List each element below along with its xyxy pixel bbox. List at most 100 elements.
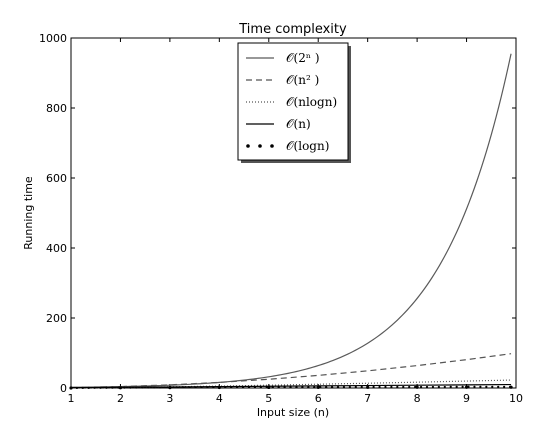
trail-dot — [473, 385, 476, 388]
trail-dot — [461, 385, 464, 388]
trail-dot — [75, 386, 79, 390]
trail-dot — [336, 385, 340, 389]
y-tick-label: 800 — [46, 102, 67, 115]
legend-box — [237, 42, 349, 161]
trail-dot — [342, 385, 346, 389]
legend-swatch-dot — [246, 144, 250, 148]
trail-dot — [158, 386, 162, 389]
trail-dot — [354, 385, 357, 389]
x-tick-label: 10 — [509, 392, 523, 405]
trail-dot — [503, 385, 506, 388]
trail-dot — [443, 385, 446, 389]
data-point — [168, 386, 172, 390]
trail-dot — [319, 385, 322, 389]
x-tick-label: 6 — [315, 392, 322, 405]
trail-dot — [188, 386, 191, 389]
trail-dot — [247, 386, 251, 389]
plot-area: 1 2 3 4 5 6 7 8 9 10 0 200 400 600 800 1000 — [39, 32, 523, 405]
trail-dot — [289, 386, 292, 389]
trail-dot — [307, 386, 310, 389]
trail-dot — [437, 385, 440, 389]
y-tick-label: 0 — [60, 382, 67, 395]
trail-dot — [236, 386, 239, 389]
y-tick-label: 400 — [46, 242, 67, 255]
trail-dot — [152, 386, 156, 389]
trail-dot — [313, 386, 316, 389]
trail-dot — [147, 386, 150, 389]
trail-dot — [325, 385, 328, 389]
trail-dot — [135, 386, 138, 389]
trail-dot — [123, 386, 126, 389]
x-tick-label: 5 — [265, 392, 272, 405]
legend-swatch-dot — [258, 144, 262, 148]
trail-dot — [253, 386, 257, 389]
trail-dot — [497, 385, 500, 388]
trail-dot — [111, 386, 114, 389]
y-axis-label: Running time — [22, 176, 35, 250]
x-tick-label: 7 — [364, 392, 371, 405]
y-tick-label: 600 — [46, 172, 67, 185]
trail-dot — [508, 385, 512, 388]
x-tick-label: 4 — [216, 392, 223, 405]
trail-dot — [265, 386, 268, 389]
legend: 𝒪(2ⁿ ) 𝒪(n² ) 𝒪(nlogn) 𝒪(n) 𝒪(logn) — [237, 42, 351, 163]
series-line-3 — [70, 383, 512, 389]
trail-dot — [93, 386, 96, 389]
x-tick-label: 8 — [414, 392, 421, 405]
trail-dot — [259, 386, 262, 389]
y-tick-label: 200 — [46, 312, 67, 325]
legend-label: 𝒪(nlogn) — [286, 95, 337, 109]
data-point — [267, 385, 271, 390]
axes-frame — [70, 37, 517, 389]
trail-dot — [408, 385, 411, 389]
trail-dot — [105, 386, 108, 389]
trail-dot — [241, 386, 245, 389]
trail-dot — [449, 385, 452, 389]
trail-dot — [200, 386, 203, 389]
trail-dot — [366, 385, 369, 389]
trail-dot — [99, 386, 102, 389]
trail-dot — [479, 385, 482, 388]
legend-label: 𝒪(logn) — [286, 139, 329, 153]
trail-dot — [182, 386, 185, 389]
x-tick-label: 9 — [463, 392, 470, 405]
y-tick-label: 1000 — [39, 32, 67, 45]
x-axis-label: Input size (n) — [257, 406, 329, 419]
series-line-2 — [70, 379, 512, 389]
trail-dot — [141, 386, 144, 389]
trail-dot — [218, 386, 221, 389]
trail-dot — [164, 386, 168, 389]
x-tick-label: 3 — [166, 392, 173, 405]
trail-dot — [230, 386, 233, 389]
chart-title: Time complexity — [238, 22, 347, 37]
trail-dot — [117, 386, 120, 389]
data-point — [415, 385, 419, 389]
trail-dot — [414, 385, 417, 389]
x-tick-label: 1 — [68, 392, 75, 405]
data-point — [464, 385, 469, 389]
trail-dot — [330, 385, 334, 389]
trail-dot — [81, 386, 84, 389]
trail-dot — [206, 386, 209, 389]
trail-dot — [425, 385, 429, 389]
trail-dot — [419, 385, 423, 389]
trail-dot — [212, 386, 215, 389]
legend-label: 𝒪(n) — [286, 117, 311, 131]
trail-dot — [491, 385, 494, 388]
trail-dot — [378, 385, 381, 389]
series-line-1 — [70, 353, 512, 389]
legend-swatch-dot — [270, 144, 274, 148]
trail-dot — [277, 386, 280, 389]
trail-dot — [455, 385, 458, 389]
trail-dot — [176, 386, 179, 389]
trail-dot — [348, 385, 351, 389]
trail-dot — [170, 386, 173, 389]
legend-label: 𝒪(n² ) — [286, 73, 319, 87]
trail-dot — [390, 385, 393, 389]
trail-dot — [384, 385, 387, 389]
trail-dot — [271, 386, 274, 389]
trail-dot — [301, 386, 304, 389]
legend-label: 𝒪(2ⁿ ) — [286, 51, 320, 65]
trail-dot — [295, 386, 298, 389]
